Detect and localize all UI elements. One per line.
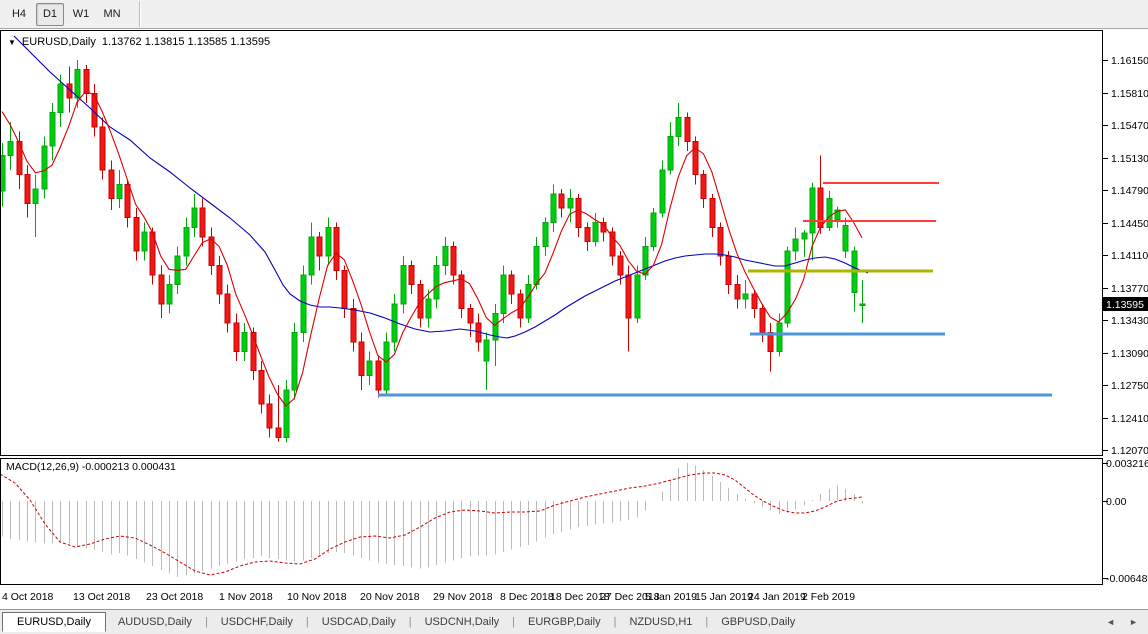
macd-value: -0.000213: [81, 461, 130, 473]
tab-separator: |: [512, 616, 516, 628]
price-tick-label: 1.15470: [1111, 120, 1148, 132]
date-label: 8 Dec 2018: [500, 591, 554, 603]
timeframe-button-W1[interactable]: W1: [72, 7, 90, 20]
timeframe-buttons: H4 D1 W1 MN: [5, 2, 129, 26]
ma-fast-line: [1, 90, 863, 407]
price-tick-label: 1.14110: [1111, 250, 1148, 262]
chart-symbol-label: EURUSD,Daily: [21, 36, 96, 48]
macd-signal-line: [1, 472, 863, 576]
date-label: 5 Jan 2019: [645, 591, 697, 603]
timeframe-toolbar: H4 D1 W1 MN: [0, 0, 1148, 29]
timeframe-button-MN[interactable]: MN: [103, 7, 121, 20]
tab-AUDUSD-Daily[interactable]: AUDUSD,Daily: [117, 616, 192, 628]
macd-tick-min: -0.006485: [1106, 573, 1148, 585]
tab-separator: |: [613, 616, 617, 628]
date-label: 18 Dec 2018: [550, 591, 610, 603]
chart-tabbar: EURUSD,Daily AUDUSD,Daily | USDCHF,Daily | US…: [0, 609, 1148, 634]
tab-NZDUSD-H1[interactable]: NZDUSD,H1: [629, 616, 693, 628]
price-tick-label: 1.16150: [1111, 55, 1148, 67]
price-tick-label: 1.15810: [1111, 88, 1148, 100]
current-price-badge: [1103, 297, 1148, 311]
tab-scroll-arrows: ◄ ►: [1106, 617, 1148, 627]
date-label: 20 Nov 2018: [360, 591, 420, 603]
price-axis[interactable]: 1.16150 1.15810 1.15470 1.15130 1.14790 1.144…: [1103, 55, 1148, 457]
tab-USDCNH-Daily[interactable]: USDCNH,Daily: [424, 616, 500, 628]
chart-header: ▼ EURUSD,Daily 1.13762 1.13815 1.13585 1…: [8, 36, 270, 48]
current-price-label: 1.13595: [1106, 299, 1144, 311]
date-label: 23 Oct 2018: [146, 591, 203, 603]
price-tick-label: 1.12750: [1111, 380, 1148, 392]
timeframe-button-D1[interactable]: D1: [36, 2, 64, 26]
price-tick-label: 1.15130: [1111, 153, 1148, 165]
tab-USDCHF-Daily[interactable]: USDCHF,Daily: [220, 616, 293, 628]
date-label: 4 Oct 2018: [2, 591, 54, 603]
price-tick-label: 1.12070: [1111, 445, 1148, 457]
toolbar-separator: [139, 1, 141, 27]
tab-separator: |: [305, 616, 309, 628]
macd-panel[interactable]: [0, 458, 1103, 585]
date-axis[interactable]: 4 Oct 2018 13 Oct 2018 23 Oct 2018 1 Nov 20…: [2, 591, 855, 603]
macd-signal-value: 0.000431: [132, 461, 176, 473]
chart-collapse-icon[interactable]: ▼: [8, 37, 16, 47]
price-tick-label: 1.13090: [1111, 348, 1148, 360]
tab-scroll-right-icon[interactable]: ►: [1129, 617, 1138, 627]
timeframe-button-H4[interactable]: H4: [11, 7, 27, 20]
date-label: 1 Nov 2018: [219, 591, 273, 603]
price-tick-label: 1.14790: [1111, 185, 1148, 197]
macd-tick-max: 0.003216: [1106, 458, 1148, 470]
price-tick-label: 1.13430: [1111, 315, 1148, 327]
chart-tabs: EURUSD,Daily AUDUSD,Daily | USDCHF,Daily | US…: [2, 611, 807, 632]
main-chart-panel[interactable]: [0, 30, 1103, 456]
date-label: 29 Nov 2018: [433, 591, 493, 603]
date-label: 13 Oct 2018: [73, 591, 130, 603]
tab-USDCAD-Daily[interactable]: USDCAD,Daily: [321, 616, 396, 628]
date-label: 24 Jan 2019: [748, 591, 806, 603]
date-label: 27 Dec 2018: [600, 591, 660, 603]
macd-histogram: [2, 463, 863, 577]
macd-tick-zero: 0.00: [1106, 496, 1127, 508]
horizontal-lines: [378, 182, 1052, 397]
chart-ohlc-quotes: 1.13762 1.13815 1.13585 1.13595: [101, 36, 271, 48]
tab-scroll-left-icon[interactable]: ◄: [1106, 617, 1116, 627]
macd-axis[interactable]: 0.003216 0.00 -0.006485: [1103, 458, 1148, 585]
price-tick-label: 1.14450: [1111, 218, 1148, 230]
macd-label: MACD(12,26,9): [6, 461, 79, 473]
tab-EURUSD-Daily[interactable]: EURUSD,Daily: [2, 611, 106, 632]
date-label: 2 Feb 2019: [802, 591, 855, 603]
tab-separator: |: [204, 616, 208, 628]
date-label: 10 Nov 2018: [287, 591, 347, 603]
price-tick-label: 1.12410: [1111, 413, 1148, 425]
date-label: 15 Jan 2019: [695, 591, 753, 603]
tab-separator: |: [705, 616, 709, 628]
tab-EURGBP-Daily[interactable]: EURGBP,Daily: [528, 616, 601, 628]
price-tick-label: 1.13770: [1111, 283, 1148, 295]
tab-separator: |: [408, 616, 412, 628]
ma-slow-line: [13, 35, 869, 339]
tab-GBPUSD-Daily[interactable]: GBPUSD,Daily: [721, 616, 796, 628]
macd-header: MACD(12,26,9) -0.000213 0.000431: [6, 461, 176, 473]
